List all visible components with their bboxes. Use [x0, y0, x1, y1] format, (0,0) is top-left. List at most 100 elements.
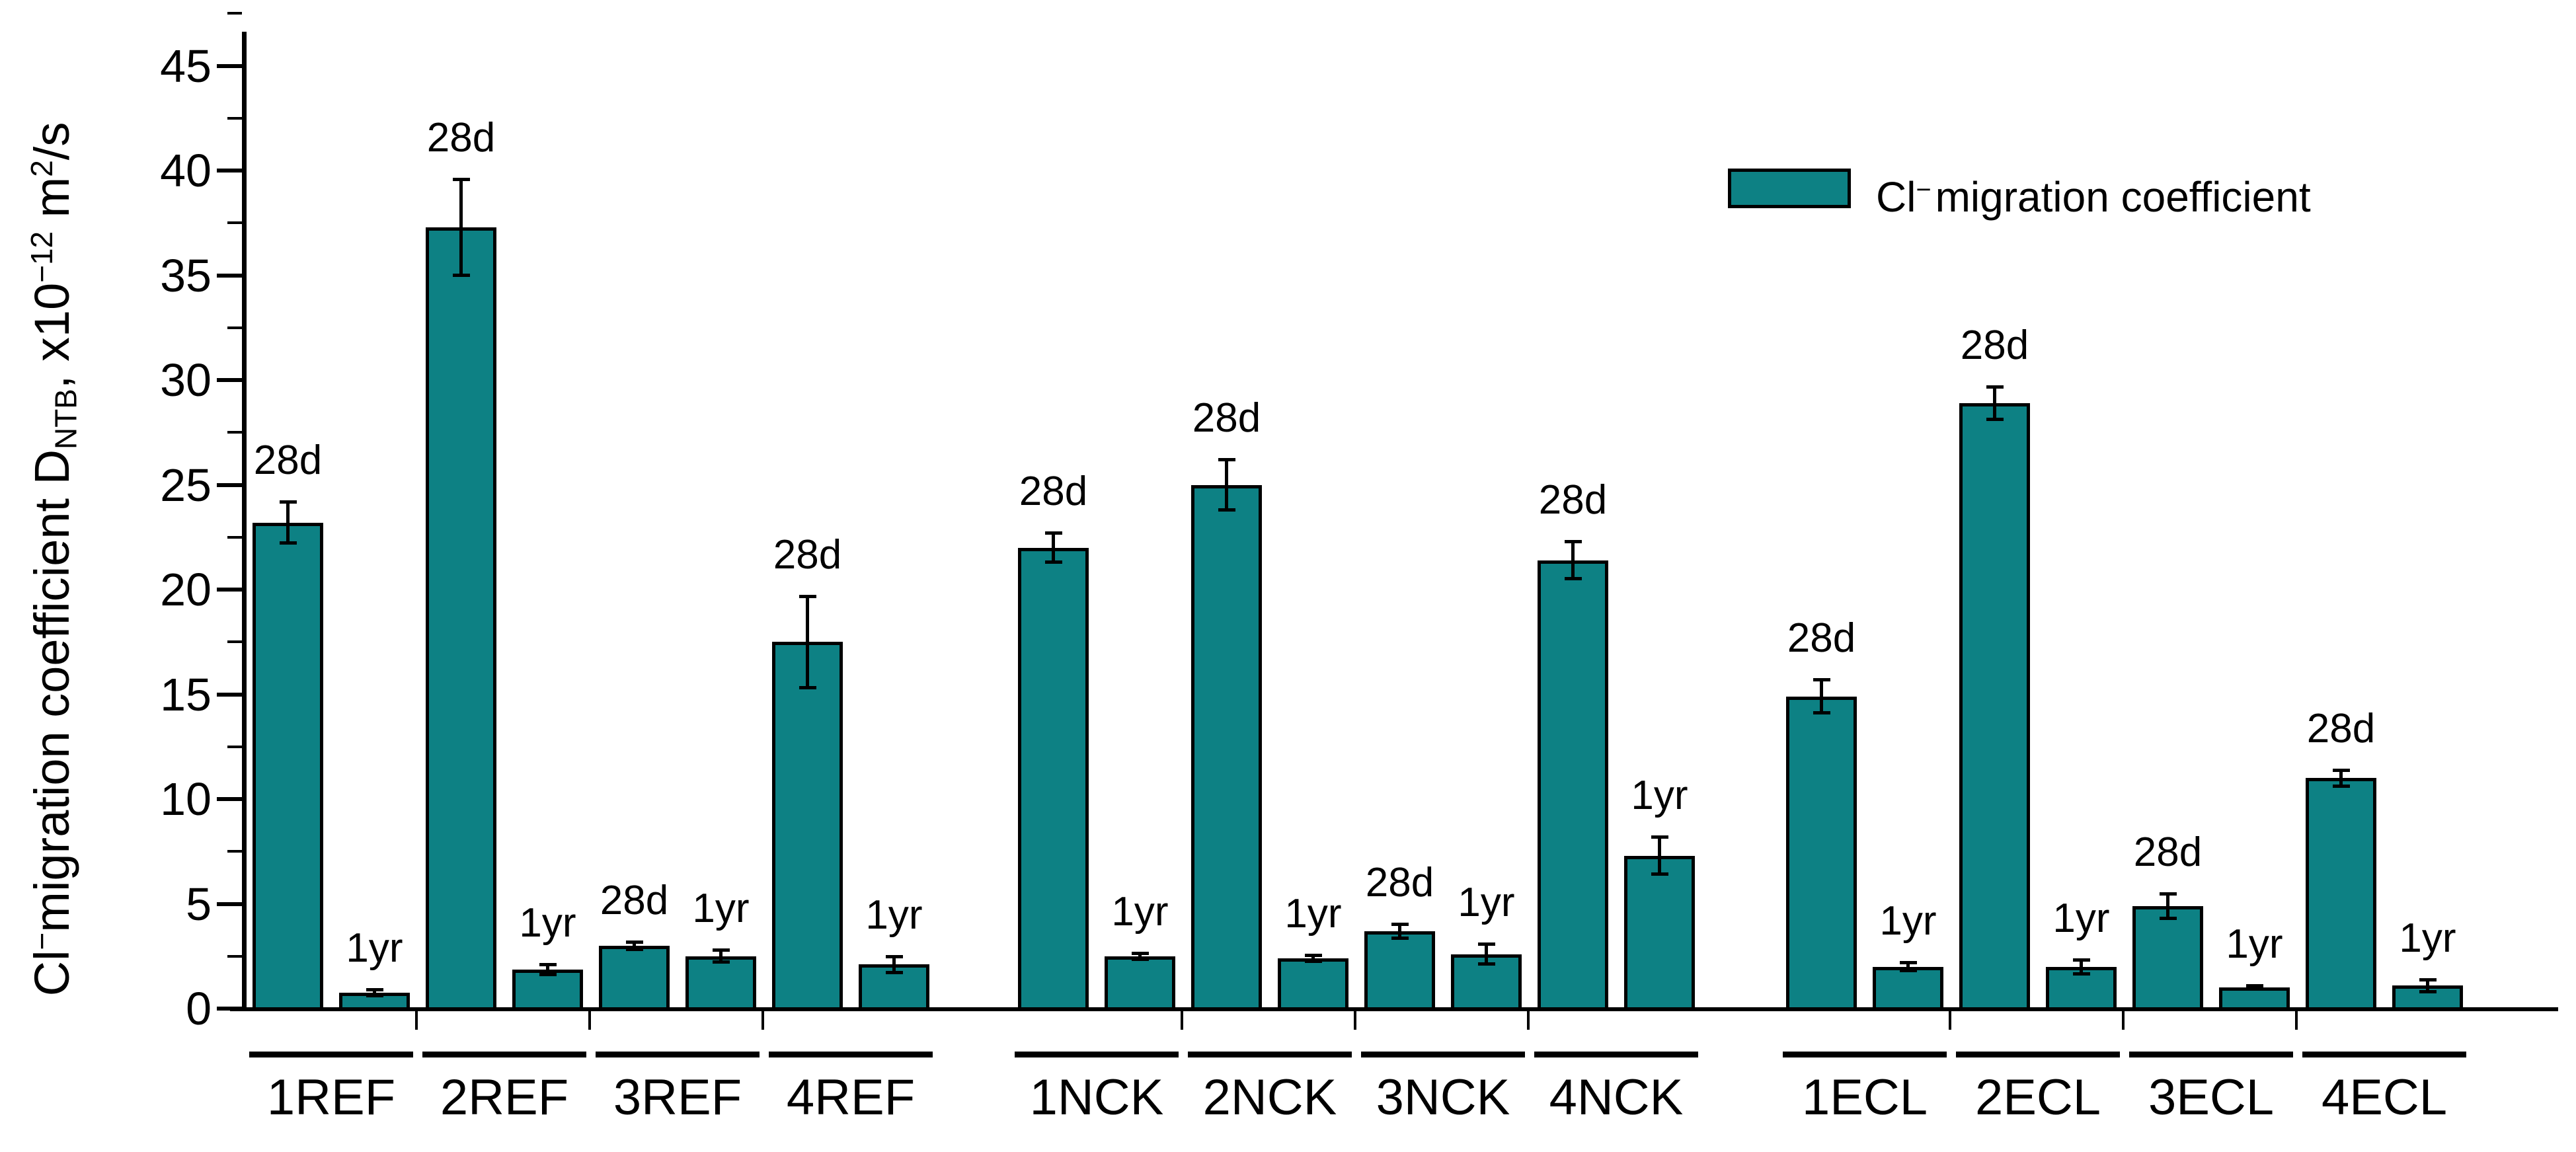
- x-group-label: 3NCK: [1376, 1069, 1510, 1126]
- bar-age-label: 1yr: [1111, 888, 1169, 935]
- y-minor-tick: [227, 640, 242, 644]
- x-separator-tick: [1527, 1009, 1530, 1030]
- y-tick-label: 45: [160, 40, 212, 92]
- error-bar-stem: [286, 501, 290, 544]
- error-bar-cap-bottom: [2159, 916, 2177, 920]
- y-tick-label: 0: [186, 983, 212, 1034]
- error-bar-stem: [2080, 959, 2083, 974]
- y-minor-tick: [227, 326, 242, 329]
- x-group-label: 3REF: [613, 1069, 742, 1126]
- x-separator-tick: [2122, 1009, 2125, 1030]
- bar-4NCK-1yr: [1624, 855, 1695, 1011]
- error-bar-stem: [633, 941, 636, 950]
- bar-age-label: 1yr: [1284, 891, 1342, 937]
- error-bar-stem: [1993, 386, 1996, 420]
- error-bar-cap-top: [1813, 678, 1830, 682]
- bar-age-label: 1yr: [692, 886, 750, 932]
- y-major-tick: [217, 1007, 242, 1011]
- y-tick-label: 40: [160, 145, 212, 196]
- error-bar-stem: [2339, 769, 2343, 787]
- error-bar-cap-top: [1044, 531, 1062, 535]
- bar-age-label: 1yr: [1631, 773, 1688, 819]
- error-bar-cap-bottom: [885, 971, 903, 975]
- x-separator-tick: [761, 1009, 764, 1030]
- x-group-label: 2REF: [440, 1069, 569, 1126]
- bar-1NCK-1yr: [1105, 956, 1175, 1011]
- y-major-tick: [217, 378, 242, 382]
- error-bar-cap-top: [452, 177, 470, 181]
- legend-swatch-color: [1728, 169, 1851, 208]
- bar-3ECL-1yr: [2219, 987, 2290, 1011]
- error-bar-stem: [1906, 962, 1910, 971]
- error-bar-cap-top: [625, 940, 643, 944]
- y-tick-label: 10: [160, 773, 212, 825]
- group-underline: [422, 1052, 586, 1057]
- error-bar-cap-bottom: [1477, 962, 1495, 966]
- y-minor-tick: [227, 745, 242, 748]
- group-underline: [1534, 1052, 1698, 1057]
- error-bar-cap-bottom: [2332, 784, 2350, 788]
- bar-4ECL-28d: [2306, 778, 2376, 1011]
- x-separator-tick: [1181, 1009, 1183, 1030]
- error-bar-cap-bottom: [1391, 936, 1409, 940]
- error-bar-cap-bottom: [625, 948, 643, 952]
- error-bar-cap-bottom: [452, 273, 470, 277]
- bar-1ECL-1yr: [1873, 966, 1943, 1011]
- error-bar-cap-top: [279, 500, 297, 504]
- error-bar-cap-top: [2245, 984, 2263, 988]
- bar-age-label: 1yr: [1879, 898, 1937, 944]
- bar-3REF-1yr: [685, 956, 756, 1011]
- error-bar-stem: [1398, 923, 1401, 939]
- bar-age-label: 28d: [773, 531, 842, 578]
- bar-age-label: 1yr: [865, 892, 923, 938]
- legend-superscript-minus: −: [1916, 175, 1932, 204]
- bar-age-label: 28d: [2133, 829, 2203, 875]
- error-bar-stem: [546, 964, 549, 976]
- error-bar-cap-top: [366, 988, 383, 992]
- bar-1NCK-28d: [1018, 547, 1089, 1011]
- error-bar-stem: [1820, 679, 1823, 714]
- group-underline: [249, 1052, 413, 1057]
- bar-age-label: 28d: [1019, 469, 1088, 515]
- x-group-label: 4NCK: [1549, 1069, 1684, 1126]
- error-bar-cap-bottom: [539, 973, 557, 977]
- error-bar-cap-bottom: [1986, 418, 2004, 422]
- y-minor-tick: [227, 221, 242, 225]
- bar-age-label: 1yr: [2226, 921, 2283, 968]
- x-group-label: 4REF: [786, 1069, 916, 1126]
- x-group-label: 4ECL: [2321, 1069, 2448, 1126]
- error-bar-cap-top: [885, 954, 903, 958]
- error-bar-cap-top: [1651, 835, 1668, 839]
- error-bar-cap-top: [1131, 951, 1149, 955]
- error-bar-stem: [1138, 952, 1142, 960]
- y-minor-tick: [227, 12, 242, 15]
- error-bar-stem: [1052, 533, 1055, 562]
- group-underline: [1188, 1052, 1352, 1057]
- x-group-label: 2NCK: [1202, 1069, 1337, 1126]
- y-major-tick: [217, 902, 242, 906]
- y-tick-label: 25: [160, 459, 212, 511]
- group-underline: [1783, 1052, 1947, 1057]
- error-bar-cap-bottom: [799, 685, 816, 689]
- bar-3NCK-28d: [1364, 931, 1435, 1011]
- error-bar-stem: [2426, 979, 2429, 992]
- bar-3REF-28d: [599, 945, 670, 1011]
- error-bar-cap-bottom: [1044, 560, 1062, 564]
- x-group-label: 2ECL: [1974, 1069, 2101, 1126]
- y-title-superscript-minus: −: [24, 932, 59, 950]
- error-bar-stem: [1225, 459, 1228, 510]
- bar-age-label: 1yr: [346, 925, 403, 972]
- error-bar-cap-top: [1218, 458, 1235, 462]
- group-underline: [596, 1052, 760, 1057]
- y-tick-label: 5: [186, 878, 212, 930]
- y-major-tick: [217, 169, 242, 173]
- x-group-label: 1REF: [266, 1069, 396, 1126]
- y-major-tick: [217, 797, 242, 801]
- bar-4REF-28d: [772, 642, 843, 1011]
- error-bar-cap-top: [1391, 922, 1409, 926]
- bar-age-label: 1yr: [519, 900, 576, 946]
- y-major-tick: [217, 63, 242, 68]
- legend-label-pre: Cl: [1876, 173, 1916, 221]
- bar-2NCK-1yr: [1278, 958, 1348, 1011]
